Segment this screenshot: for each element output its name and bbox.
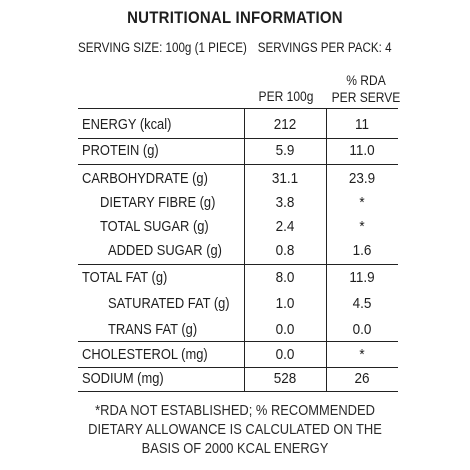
nutrient-name: TRANS FAT (g) (108, 321, 198, 338)
per-100g-value: 0.0 (275, 321, 295, 338)
per-100g-value: 2.4 (275, 218, 295, 235)
table-row: TRANS FAT (g) 0.0 0.0 (78, 317, 398, 343)
table-row: ADDED SUGAR (g) 0.8 1.6 (78, 238, 398, 264)
rda-value: * (359, 194, 365, 211)
rda-value: 11.9 (349, 269, 375, 286)
rda-value: * (359, 346, 365, 363)
column-divider (326, 108, 328, 392)
page-title: NUTRITIONAL INFORMATION (127, 8, 343, 27)
nutrient-name: TOTAL FAT (g) (82, 269, 168, 286)
row-divider (78, 164, 398, 166)
table-row: SATURATED FAT (g) 1.0 4.5 (78, 291, 398, 317)
nutrient-name: CHOLESTEROL (mg) (82, 346, 208, 363)
rda-value: 4.5 (352, 295, 372, 312)
row-divider (78, 264, 398, 266)
nutrient-name: PROTEIN (g) (82, 142, 159, 159)
row-divider (78, 367, 398, 369)
rda-value: * (359, 218, 365, 235)
footnote-line: DIETARY ALLOWANCE IS CALCULATED ON THE (88, 421, 382, 438)
servings-per-pack: SERVINGS PER PACK: 4 (258, 40, 392, 55)
row-divider (78, 391, 398, 393)
column-divider (244, 108, 246, 392)
per-100g-value: 0.0 (275, 346, 295, 363)
per-100g-value: 8.0 (275, 269, 295, 286)
rda-value: 23.9 (348, 170, 376, 187)
row-divider (78, 341, 398, 343)
per-100g-value: 3.8 (275, 194, 295, 211)
table-row: CHOLESTEROL (mg) 0.0 * (78, 342, 398, 368)
rda-value: 1.6 (352, 242, 372, 259)
table-row: TOTAL SUGAR (g) 2.4 * (78, 214, 398, 240)
table-row: ENERGY (kcal) 212 11 (78, 112, 398, 138)
footnote-line: *RDA NOT ESTABLISHED; % RECOMMENDED (95, 402, 375, 419)
serving-size: SERVING SIZE: 100g (1 PIECE) (78, 40, 247, 55)
nutrient-name: SATURATED FAT (g) (108, 295, 230, 312)
nutrient-name: ADDED SUGAR (g) (108, 242, 222, 259)
column-header-rda: % RDA PER SERVE (332, 72, 401, 106)
rda-value: 11.0 (349, 142, 375, 159)
nutrient-name: TOTAL SUGAR (g) (100, 218, 209, 235)
nutrient-name: CARBOHYDRATE (g) (82, 170, 208, 187)
footnote: *RDA NOT ESTABLISHED; % RECOMMENDED DIET… (33, 401, 437, 458)
column-header-per-100g: PER 100g (258, 88, 314, 104)
nutrition-table: ENERGY (kcal) 212 11 PROTEIN (g) 5.9 11.… (78, 108, 398, 393)
per-100g-value: 212 (273, 116, 297, 133)
row-divider (78, 138, 398, 140)
nutrient-name: DIETARY FIBRE (g) (100, 194, 216, 211)
per-100g-value: 1.0 (275, 295, 295, 312)
per-100g-value: 5.9 (275, 142, 295, 159)
rda-value: 11 (354, 116, 370, 133)
column-header-rda-line2: PER SERVE (331, 89, 401, 105)
table-row: CARBOHYDRATE (g) 31.1 23.9 (78, 166, 398, 192)
rda-value: 26 (354, 370, 370, 387)
per-100g-value: 0.8 (275, 242, 295, 259)
nutrient-name: SODIUM (mg) (82, 370, 164, 387)
per-100g-value: 31.1 (271, 170, 299, 187)
table-row: SODIUM (mg) 528 26 (78, 366, 398, 392)
nutrient-name: ENERGY (kcal) (82, 116, 172, 133)
row-divider (78, 108, 398, 110)
table-row: PROTEIN (g) 5.9 11.0 (78, 138, 398, 164)
table-row: DIETARY FIBRE (g) 3.8 * (78, 190, 398, 216)
rda-value: 0.0 (352, 321, 372, 338)
footnote-line: BASIS OF 2000 KCAL ENERGY (141, 440, 329, 457)
per-100g-value: 528 (273, 370, 297, 387)
column-header-rda-line1: % RDA (346, 72, 386, 88)
table-row: TOTAL FAT (g) 8.0 11.9 (78, 265, 398, 291)
